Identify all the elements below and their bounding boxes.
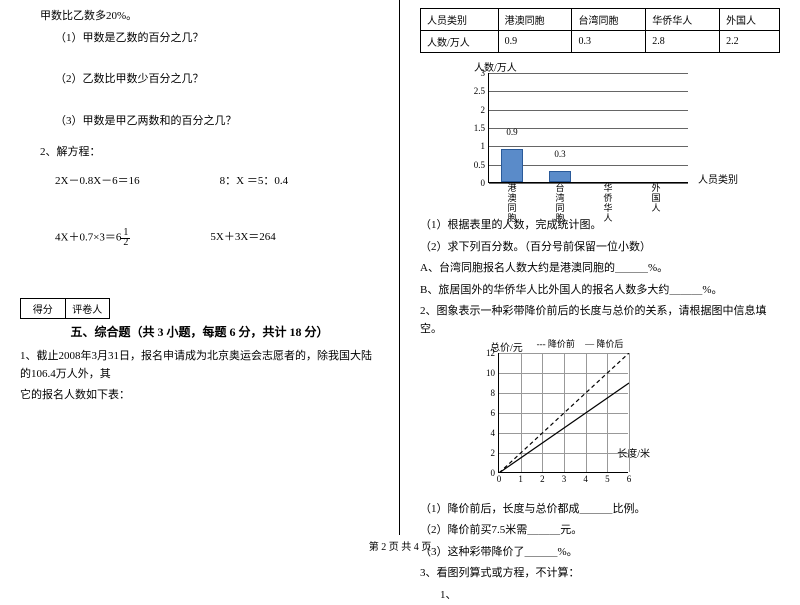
tv2: 0.3 <box>572 31 646 53</box>
score-label: 得分 <box>21 299 66 318</box>
legend-before: --- 降价前 <box>537 337 575 350</box>
eq3: 4X＋0.7×3＝612 <box>55 228 130 248</box>
rqa: A、台湾同胞报名人数大约是港澳同胞的＿＿＿%。 <box>420 260 780 278</box>
tv1: 0.9 <box>498 31 572 53</box>
eq4: 5X＋3X＝264 <box>210 228 275 248</box>
tv4: 2.2 <box>720 31 780 53</box>
q3: （3）甲数是甲乙两数和的百分之几？ <box>20 113 379 131</box>
th2: 港澳同胞 <box>498 9 572 31</box>
rq2: （2）求下列百分数。（百分号前保留一位小数） <box>420 239 780 257</box>
legend: --- 降价前 — 降价后 <box>510 337 650 350</box>
score-box: 得分 评卷人 <box>20 298 110 319</box>
section-title: 五、综合题（共 3 小题，每题 6 分，共计 18 分） <box>20 323 379 340</box>
rp3: 3、看图列算式或方程，不计算： <box>420 565 780 583</box>
prob2: 2、解方程： <box>20 144 379 162</box>
th1: 人员类别 <box>421 9 499 31</box>
intro: 甲数比乙数多20%。 <box>20 8 379 26</box>
p3a: 1、截止2008年3月31日，报名申请成为北京奥运会志愿者的，除我国大陆的106… <box>20 348 379 383</box>
tr1: 人数/万人 <box>421 31 499 53</box>
bar-xlabel: 人员类别 <box>698 171 738 186</box>
eq1: 2X－0.8X－6＝16 <box>55 172 140 188</box>
th5: 外国人 <box>720 9 780 31</box>
equation-row-2: 4X＋0.7×3＝612 5X＋3X＝264 <box>20 228 379 248</box>
rp2: 2、图象表示一种彩带降价前后的长度与总价的关系，请根据图中信息填空。 <box>420 303 780 338</box>
th4: 华侨华人 <box>646 9 720 31</box>
th3: 台湾同胞 <box>572 9 646 31</box>
rqb: B、旅居国外的华侨华人比外国人的报名人数多大约＿＿＿%。 <box>420 282 780 300</box>
eq2: 8：X ＝5：0.4 <box>220 172 288 188</box>
grader-label: 评卷人 <box>66 299 110 318</box>
lq1: （1）降价前后，长度与总价都成＿＿＿比例。 <box>420 501 780 519</box>
tv3: 2.8 <box>646 31 720 53</box>
fraction: 12 <box>121 228 130 248</box>
bar-chart: 人数/万人 人员类别 00.511.522.530.9港澳同胞0.3台湾同胞华侨… <box>450 63 710 213</box>
rp3n: 1、 <box>420 587 780 605</box>
data-table: 人员类别 港澳同胞 台湾同胞 华侨华人 外国人 人数/万人 0.9 0.3 2.… <box>420 8 780 53</box>
lc-plot: 长度/米 0123456024681012 <box>498 353 628 473</box>
equation-row-1: 2X－0.8X－6＝16 8：X ＝5：0.4 <box>20 172 379 188</box>
rq1: （1）根据表里的人数，完成统计图。 <box>420 217 780 235</box>
page-footer: 第 2 页 共 4 页 <box>0 538 800 553</box>
right-column: 人员类别 港澳同胞 台湾同胞 华侨华人 外国人 人数/万人 0.9 0.3 2.… <box>400 0 800 535</box>
legend-after: — 降价后 <box>585 337 623 350</box>
q2: （2）乙数比甲数少百分之几？ <box>20 71 379 89</box>
bar-plot: 人员类别 00.511.522.530.9港澳同胞0.3台湾同胞华侨华人外国人 <box>488 73 688 183</box>
q1: （1）甲数是乙数的百分之几？ <box>20 30 379 48</box>
left-column: 甲数比乙数多20%。 （1）甲数是乙数的百分之几？ （2）乙数比甲数少百分之几？… <box>0 0 400 535</box>
p3b: 它的报名人数如下表： <box>20 387 379 405</box>
line-chart: --- 降价前 — 降价后 总价/元 长度/米 0123456024681012 <box>470 345 650 495</box>
